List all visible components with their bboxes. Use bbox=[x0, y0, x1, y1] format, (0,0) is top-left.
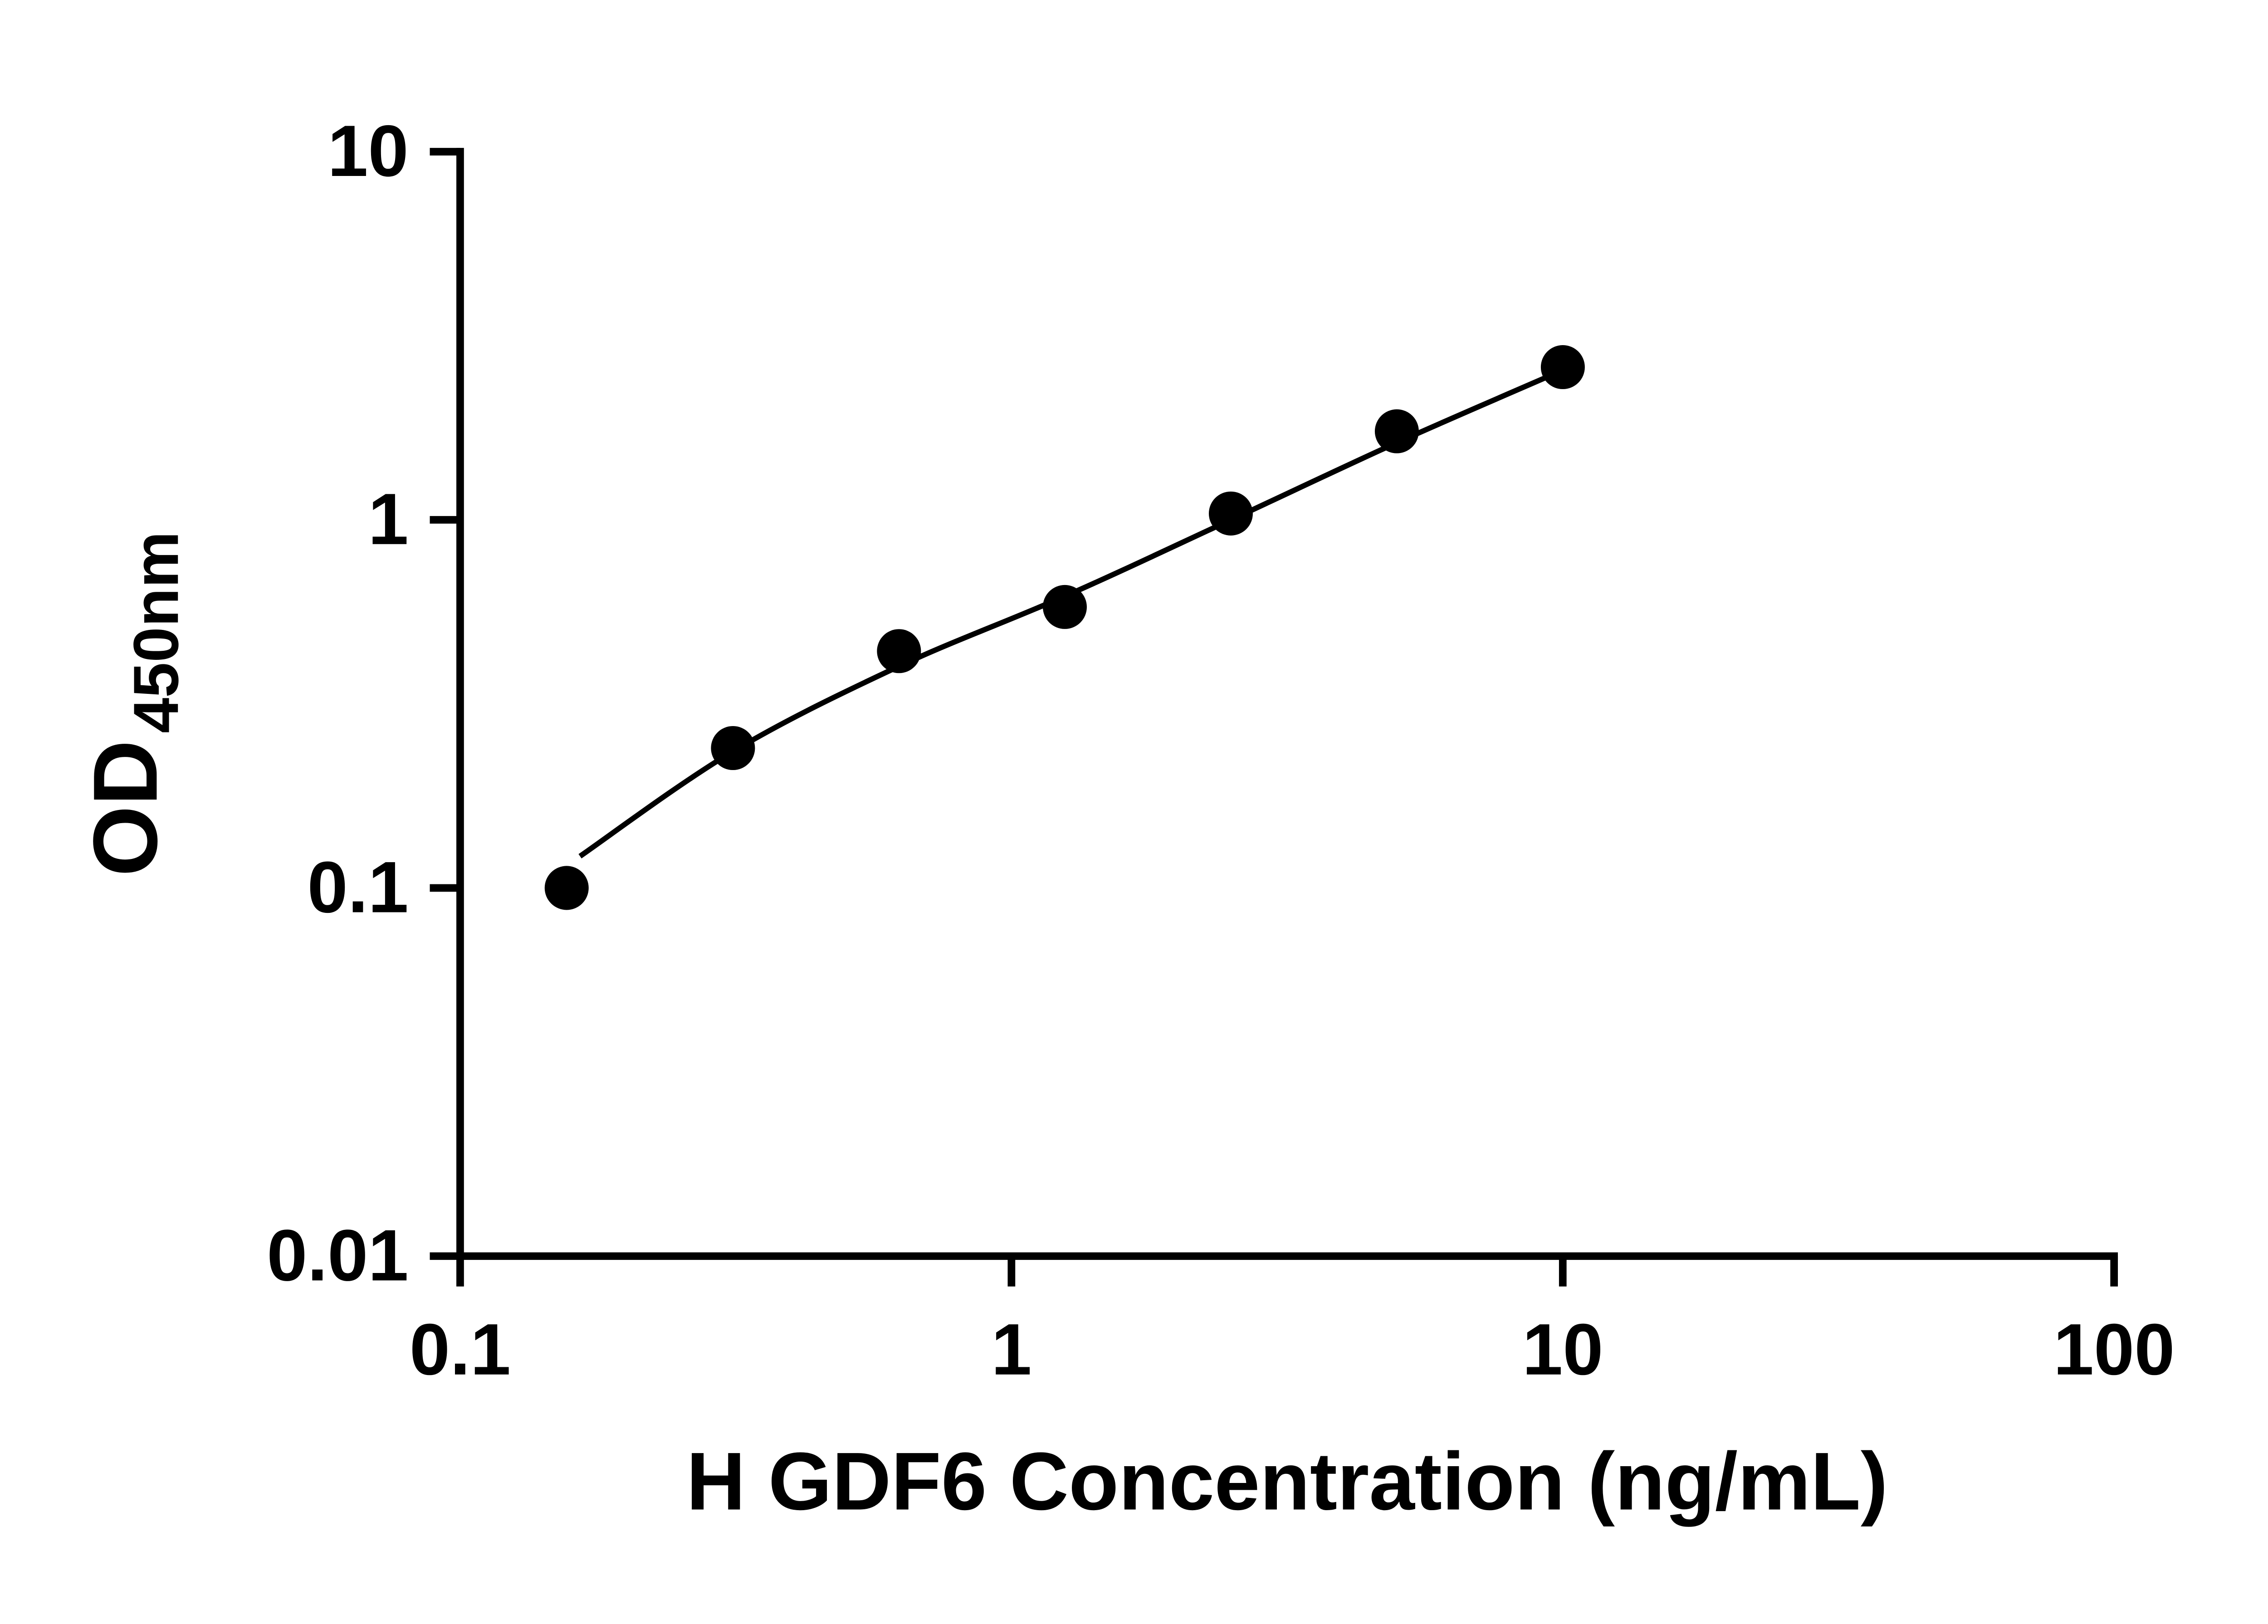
x-tick-label: 10 bbox=[1522, 1309, 1603, 1390]
data-point bbox=[1208, 491, 1253, 536]
y-tick-label: 0.01 bbox=[267, 1215, 408, 1296]
y-axis-title-subscript: 450nm bbox=[120, 532, 191, 733]
data-point bbox=[544, 866, 589, 910]
data-point bbox=[1374, 409, 1419, 454]
data-point bbox=[711, 726, 755, 771]
y-axis-title: OD 450nm bbox=[74, 532, 191, 877]
tick-marks bbox=[430, 148, 2118, 1287]
x-tick-label: 0.1 bbox=[410, 1309, 511, 1390]
x-axis-title: H GDF6 Concentration (ng/mL) bbox=[686, 1435, 1888, 1527]
axes bbox=[456, 148, 2118, 1260]
data-point bbox=[877, 629, 921, 673]
x-tick-label: 100 bbox=[2053, 1309, 2175, 1390]
x-tick-label: 1 bbox=[991, 1309, 1031, 1390]
y-tick-label: 0.1 bbox=[308, 847, 409, 928]
y-axis-title-main: OD bbox=[74, 740, 176, 877]
y-tick-label: 1 bbox=[368, 479, 408, 560]
data-point bbox=[1540, 345, 1585, 390]
axis-lines bbox=[456, 148, 2118, 1260]
data-points bbox=[544, 345, 1585, 910]
data-point bbox=[1042, 585, 1087, 629]
y-tick-label: 10 bbox=[327, 111, 409, 192]
